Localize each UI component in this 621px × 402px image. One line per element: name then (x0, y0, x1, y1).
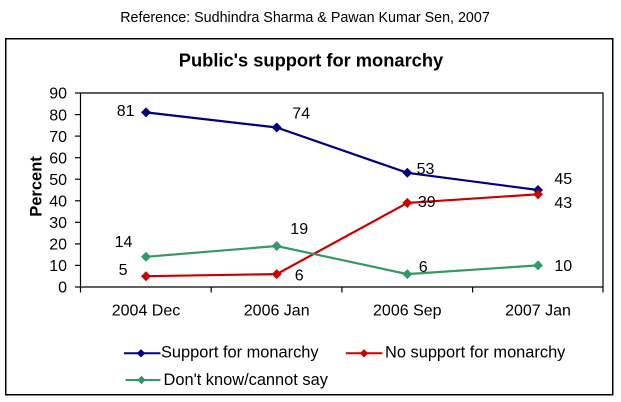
svg-text:30: 30 (49, 215, 67, 232)
svg-text:6: 6 (419, 259, 428, 276)
svg-text:5: 5 (119, 262, 128, 279)
svg-text:80: 80 (49, 107, 67, 124)
svg-text:45: 45 (554, 171, 572, 188)
svg-text:20: 20 (49, 237, 67, 254)
svg-text:Public's support for monarchy: Public's support for monarchy (179, 50, 444, 71)
svg-text:0: 0 (58, 280, 67, 297)
svg-text:60: 60 (49, 150, 67, 167)
svg-text:90: 90 (49, 86, 67, 103)
svg-text:19: 19 (290, 221, 308, 238)
svg-text:10: 10 (554, 258, 572, 275)
svg-text:Percent: Percent (28, 156, 46, 217)
svg-text:81: 81 (117, 103, 135, 120)
svg-text:74: 74 (292, 106, 310, 123)
svg-text:No support for monarchy: No support for monarchy (385, 344, 566, 362)
svg-text:Don't know/cannot say: Don't know/cannot say (164, 371, 329, 389)
svg-text:2007 Jan: 2007 Jan (505, 303, 571, 320)
svg-text:2004 Dec: 2004 Dec (112, 303, 181, 320)
svg-text:70: 70 (49, 129, 67, 146)
svg-text:Support for monarchy: Support for monarchy (161, 344, 319, 362)
svg-text:43: 43 (554, 195, 572, 212)
svg-text:Reference: Sudhindra Sharma &: Reference: Sudhindra Sharma & Pawan Kuma… (120, 10, 490, 26)
svg-text:14: 14 (115, 234, 133, 251)
svg-text:39: 39 (418, 194, 436, 211)
svg-text:40: 40 (49, 194, 67, 211)
svg-text:50: 50 (49, 172, 67, 189)
svg-text:6: 6 (295, 268, 304, 285)
svg-text:53: 53 (417, 161, 435, 178)
svg-text:10: 10 (49, 258, 67, 275)
svg-text:2006 Jan: 2006 Jan (244, 303, 310, 320)
svg-text:2006 Sep: 2006 Sep (373, 303, 442, 320)
